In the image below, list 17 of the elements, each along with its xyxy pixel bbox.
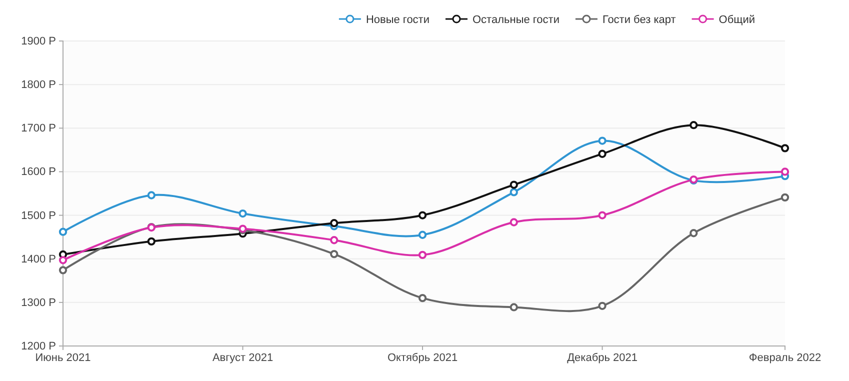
y-tick-label: 1800 Р (21, 79, 56, 92)
x-tick-label: Июнь 2021 (35, 352, 91, 364)
y-tick-label: 1400 Р (21, 253, 56, 266)
y-tick-label: 1900 Р (21, 36, 56, 48)
y-tick-label: 1200 Р (21, 340, 56, 353)
legend-label: Общий (718, 14, 755, 26)
x-tick-label: Февраль 2022 (748, 352, 822, 364)
legend-label: Гости без карт (602, 14, 676, 26)
x-tick-label: Август 2021 (212, 352, 274, 364)
y-tick-label: 1700 Р (21, 122, 56, 135)
y-tick-label: 1600 Р (21, 166, 56, 178)
legend-label: Новые гости (366, 14, 430, 26)
x-tick-label: Декабрь 2021 (567, 352, 638, 364)
x-tick-label: Октябрь 2021 (387, 352, 458, 364)
y-tick-label: 1300 Р (21, 296, 56, 309)
y-tick-label: 1500 Р (21, 210, 56, 222)
legend-label: Остальные гости (472, 14, 560, 26)
